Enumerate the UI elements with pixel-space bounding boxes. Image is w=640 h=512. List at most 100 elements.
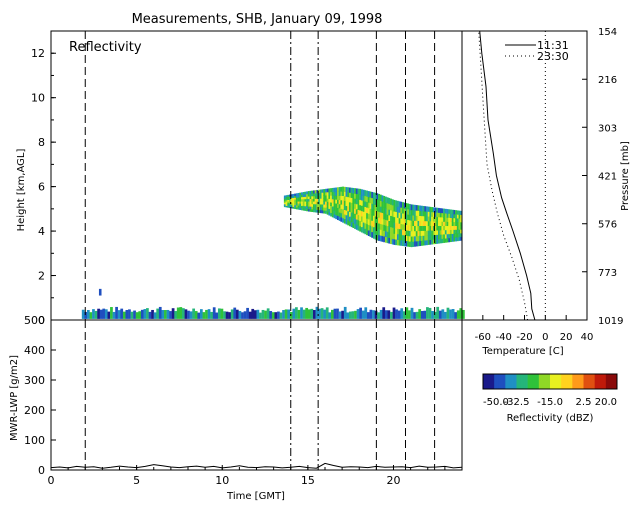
- echo-cell: [420, 230, 423, 236]
- echo-cell: [309, 203, 312, 207]
- echo-cell: [386, 214, 389, 221]
- echo-cell: [424, 235, 427, 241]
- echo-cell: [419, 205, 422, 212]
- echo-cell: [364, 228, 367, 235]
- echo-cell: [336, 215, 339, 221]
- echo-cell: [444, 213, 447, 218]
- echo-cell: [371, 203, 374, 210]
- echo-cell: [444, 221, 447, 227]
- echo-cell: [294, 206, 297, 210]
- echo-cell: [372, 215, 375, 222]
- echo-cell: [153, 312, 157, 319]
- echo-cell: [287, 199, 290, 202]
- echo-cell: [328, 208, 331, 213]
- echo-cell: [331, 191, 334, 196]
- echo-cell: [362, 200, 365, 207]
- echo-cell: [295, 204, 298, 208]
- colorbar-tick-label: -15.0: [537, 397, 563, 408]
- lwp-frame: [50, 319, 463, 471]
- echo-cell: [369, 309, 373, 319]
- echo-cell: [432, 225, 435, 231]
- echo-cell: [429, 216, 432, 222]
- echo-cell: [398, 217, 401, 224]
- echo-cell: [348, 187, 351, 193]
- echo-cell: [197, 312, 201, 319]
- echo-cell: [462, 309, 465, 319]
- echo-cell: [456, 236, 459, 242]
- echo-cell: [307, 208, 310, 212]
- echo-cell: [295, 307, 298, 319]
- echo-cell: [364, 307, 368, 319]
- echo-cell: [420, 205, 423, 212]
- echo-cell: [333, 308, 337, 319]
- echo-cell: [345, 219, 348, 225]
- colorbar-cell: [574, 374, 578, 389]
- echo-cell: [316, 192, 319, 197]
- echo-cell: [427, 206, 430, 212]
- echo-cell: [316, 203, 319, 208]
- echo-cell: [436, 306, 440, 319]
- echo-cell: [352, 222, 355, 229]
- echo-cell: [331, 213, 334, 218]
- echo-cell: [443, 217, 446, 222]
- echo-cell: [347, 206, 350, 212]
- echo-cell: [422, 205, 425, 212]
- colorbar-cell: [529, 374, 533, 389]
- echo-cell: [431, 230, 434, 236]
- colorbar-cell: [614, 374, 618, 389]
- echo-cell: [359, 199, 362, 206]
- echo-cell: [158, 306, 162, 319]
- echo-cell: [315, 306, 319, 319]
- echo-cell: [307, 193, 310, 197]
- pressure-tick-label: 154: [598, 27, 617, 38]
- echo-cell: [458, 210, 461, 215]
- echo-cell: [423, 310, 427, 319]
- echo-cell: [366, 212, 368, 219]
- echo-cell: [357, 224, 360, 231]
- echo-cell: [408, 203, 411, 210]
- sounding-x-label: Temperature [C]: [481, 346, 563, 357]
- echo-cell: [443, 221, 446, 227]
- echo-cell: [243, 311, 247, 319]
- echo-cell: [427, 220, 430, 227]
- echo-cell: [367, 224, 370, 231]
- echo-cell: [285, 205, 288, 208]
- echo-cell: [383, 207, 386, 214]
- echo-cell: [383, 230, 386, 237]
- echo-cell: [438, 238, 440, 244]
- colorbar-cell: [527, 374, 531, 389]
- echo-cell: [414, 235, 416, 242]
- echo-cell: [345, 210, 348, 216]
- temperature-tick-label: -40: [495, 332, 511, 343]
- echo-cell: [414, 204, 416, 211]
- echo-cell: [248, 311, 252, 319]
- echo-cell: [355, 193, 358, 200]
- page-title: Measurements, SHB, January 09, 1998: [132, 12, 383, 27]
- echo-cell: [451, 221, 454, 227]
- echo-cell: [395, 222, 398, 229]
- echo-cell: [446, 213, 449, 218]
- echo-cell: [460, 225, 463, 230]
- echo-cell: [396, 222, 399, 229]
- echo-cell: [352, 207, 355, 214]
- echo-cell: [362, 222, 365, 228]
- echo-cell: [306, 205, 309, 209]
- echo-cell: [367, 191, 370, 198]
- echo-cell: [395, 228, 398, 235]
- echo-cell: [311, 201, 314, 205]
- echo-cell: [306, 193, 309, 197]
- echo-cell: [306, 198, 309, 202]
- echo-cell: [342, 208, 345, 214]
- echo-cell: [408, 219, 411, 226]
- echo-cell: [460, 236, 463, 241]
- echo-cell: [321, 204, 324, 208]
- echo-cell: [343, 195, 346, 201]
- echo-cell: [311, 190, 314, 194]
- echo-cell: [403, 218, 406, 225]
- echo-cell: [92, 309, 95, 319]
- echo-cell: [345, 191, 348, 197]
- echo-cell: [325, 198, 327, 202]
- colorbar-cell: [556, 374, 560, 389]
- echo-cell: [384, 202, 387, 209]
- echo-cell: [403, 213, 406, 220]
